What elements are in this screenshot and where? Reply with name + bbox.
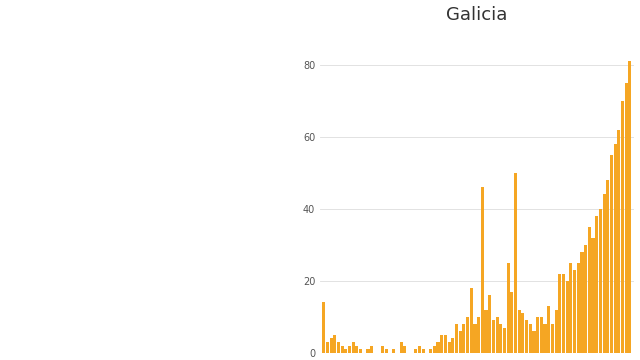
Bar [547, 306, 550, 353]
Bar [507, 263, 509, 353]
Bar [322, 302, 325, 353]
Bar [333, 335, 337, 353]
Bar [566, 281, 569, 353]
Bar [510, 292, 513, 353]
Bar [525, 320, 528, 353]
Bar [392, 349, 396, 353]
Title: Galicia: Galicia [446, 6, 508, 24]
Bar [488, 295, 492, 353]
Bar [532, 331, 536, 353]
Bar [366, 349, 369, 353]
Bar [540, 317, 543, 353]
Bar [617, 130, 620, 353]
Bar [621, 101, 624, 353]
Bar [529, 324, 532, 353]
Bar [355, 346, 358, 353]
Bar [522, 313, 525, 353]
Bar [459, 331, 462, 353]
Bar [584, 245, 588, 353]
Bar [381, 346, 384, 353]
Bar [484, 310, 488, 353]
Bar [440, 335, 444, 353]
Bar [614, 144, 617, 353]
Bar [422, 349, 425, 353]
Bar [429, 349, 432, 353]
Bar [573, 270, 576, 353]
Bar [359, 349, 362, 353]
Bar [477, 317, 480, 353]
Bar [414, 349, 417, 353]
Bar [602, 194, 605, 353]
Bar [503, 328, 506, 353]
Bar [514, 173, 517, 353]
Bar [610, 155, 613, 353]
Bar [403, 346, 406, 353]
Bar [451, 338, 454, 353]
Bar [474, 324, 477, 353]
Bar [433, 346, 436, 353]
Bar [536, 317, 540, 353]
Bar [370, 346, 373, 353]
Bar [591, 238, 595, 353]
Bar [462, 324, 465, 353]
Bar [580, 252, 584, 353]
Bar [499, 324, 502, 353]
Bar [337, 342, 340, 353]
Bar [577, 263, 580, 353]
Bar [551, 324, 554, 353]
Bar [628, 61, 632, 353]
Bar [625, 83, 628, 353]
Bar [399, 342, 403, 353]
Bar [436, 342, 440, 353]
Bar [455, 324, 458, 353]
Bar [554, 310, 557, 353]
Bar [444, 335, 447, 353]
Bar [588, 227, 591, 353]
Bar [562, 274, 565, 353]
Bar [570, 263, 572, 353]
Bar [351, 342, 355, 353]
Bar [543, 324, 547, 353]
Bar [466, 317, 469, 353]
Bar [470, 288, 473, 353]
Bar [492, 320, 495, 353]
Bar [385, 349, 388, 353]
Bar [348, 346, 351, 353]
Bar [558, 274, 561, 353]
Bar [606, 180, 609, 353]
Bar [330, 338, 333, 353]
Bar [340, 346, 344, 353]
Bar [481, 187, 484, 353]
Bar [518, 310, 521, 353]
Bar [344, 349, 348, 353]
Bar [595, 216, 598, 353]
Bar [447, 342, 451, 353]
Bar [418, 346, 421, 353]
Bar [326, 342, 329, 353]
Bar [599, 209, 602, 353]
Bar [495, 317, 499, 353]
